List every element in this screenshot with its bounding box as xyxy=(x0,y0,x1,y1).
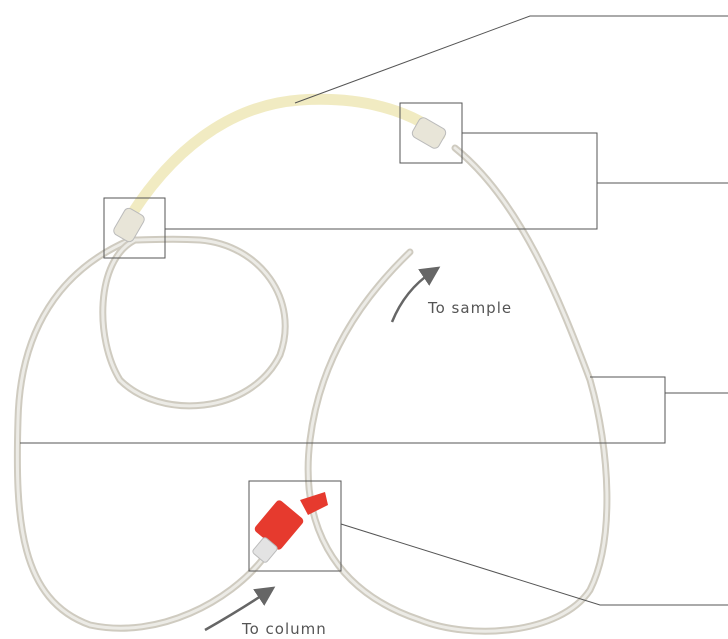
tubing xyxy=(17,99,607,631)
label: To sample xyxy=(427,299,512,317)
diagram: To sample To column xyxy=(0,0,728,639)
label: To column xyxy=(241,620,327,638)
arrow xyxy=(392,272,432,322)
